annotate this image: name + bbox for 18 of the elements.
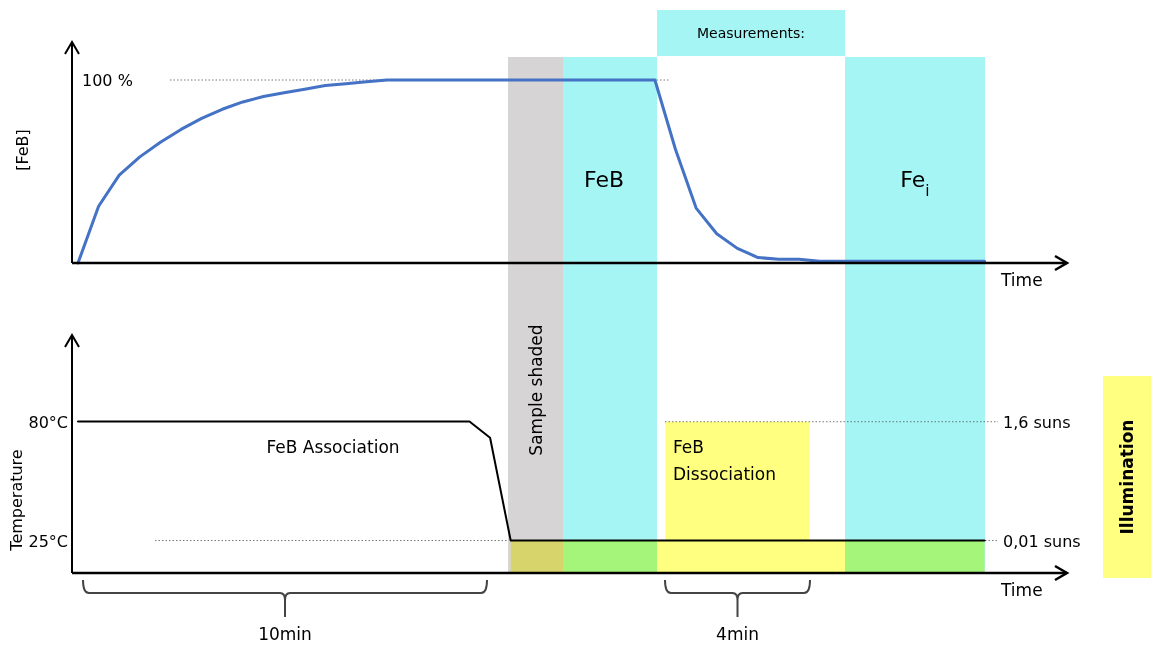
- y2-axis-title: Illumination: [1117, 419, 1137, 535]
- annotation: FeB Dissociation: [673, 437, 776, 484]
- ref-line-label: 100 %: [82, 71, 133, 90]
- y2-tick-label: 1,6 suns: [1003, 412, 1071, 432]
- text: 4min: [716, 624, 759, 644]
- y-tick-label: 80°C: [28, 412, 68, 432]
- y-axis-title: [FeB]: [13, 129, 32, 171]
- y-tick-label: 25°C: [28, 531, 68, 551]
- x-axis-title: Time: [1000, 580, 1043, 600]
- annotation: FeB Association: [266, 437, 400, 457]
- y-axis-title: Temperature: [7, 449, 26, 552]
- annotation: FeB: [583, 167, 625, 192]
- annotation: Fe$_{i}$: [900, 167, 930, 200]
- y2-tick-label: 0,01 suns: [1003, 531, 1081, 551]
- annotation: Sample shaded: [526, 324, 546, 456]
- x-axis-title: Time: [1000, 270, 1043, 290]
- text: 10min: [258, 624, 312, 644]
- text: Measurements:: [696, 25, 806, 41]
